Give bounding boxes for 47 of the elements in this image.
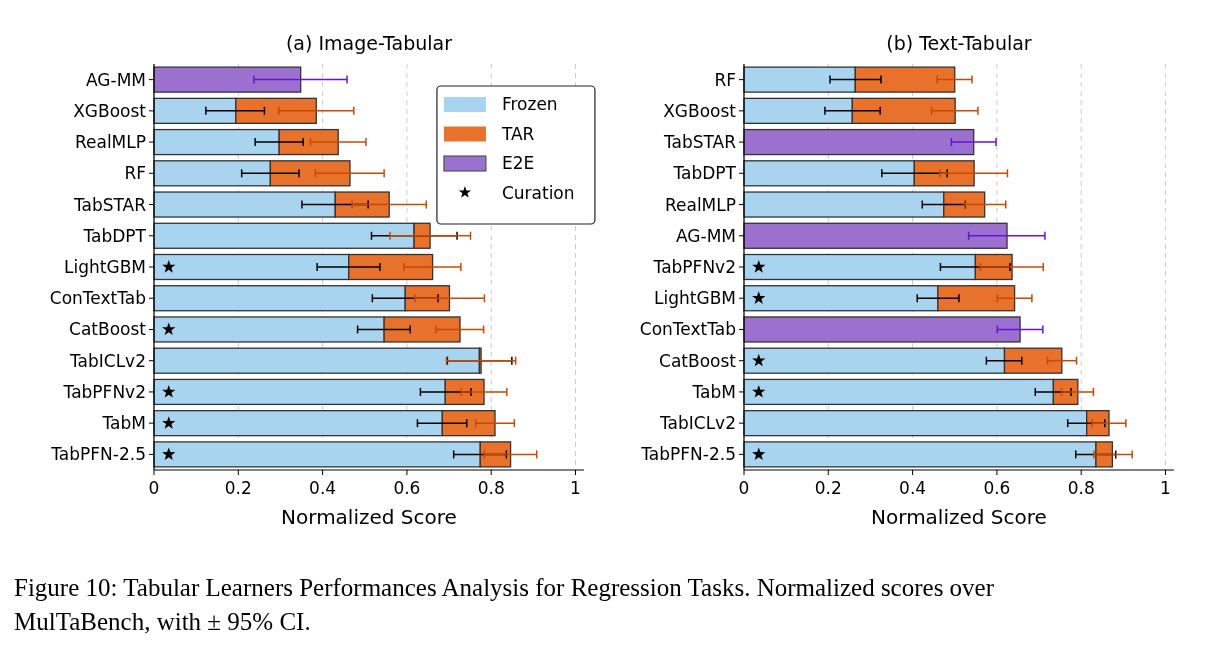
y-tick-label: TabDPT: [672, 163, 737, 184]
y-tick-label: TabSTAR: [662, 132, 737, 153]
y-tick-label: RealMLP: [74, 132, 146, 153]
y-tick-label: CatBoost: [69, 319, 147, 340]
y-tick-label: TabPFNv2: [652, 257, 736, 277]
y-tick-label: TabM: [691, 381, 736, 402]
x-tick-label: 0.8: [477, 478, 505, 498]
x-tick-label: 0.2: [224, 478, 252, 498]
y-tick-label: ConTextTab: [49, 288, 146, 309]
x-tick-label: 0.2: [814, 478, 842, 498]
chart-title: (b) Text-Tabular: [886, 32, 1032, 54]
x-axis-title: Normalized Score: [281, 505, 457, 529]
legend-label: E2E: [501, 153, 535, 173]
x-axis-title: Normalized Score: [871, 505, 1047, 529]
y-tick-label: TabDPT: [82, 225, 147, 246]
legend-label: Curation: [501, 182, 575, 203]
y-tick-label: RF: [714, 69, 736, 90]
x-tick-label: 0: [738, 478, 750, 498]
legend-label: Frozen: [501, 94, 558, 114]
y-tick-label: XGBoost: [73, 100, 147, 121]
x-tick-label: 0.4: [309, 478, 337, 498]
chart-title: (a) Image-Tabular: [285, 32, 453, 54]
x-tick-label: 0: [148, 478, 160, 498]
y-tick-label: TabPFN-2.5: [50, 444, 146, 465]
y-tick-label: XGBoost: [663, 100, 737, 121]
x-tick-label: 0.6: [393, 478, 421, 498]
y-tick-label: TabICLv2: [658, 413, 736, 434]
y-tick-label: CatBoost: [659, 350, 737, 371]
y-tick-label: AG-MM: [86, 69, 146, 90]
x-tick-label: 0.8: [1067, 478, 1095, 498]
caption: Figure 10: Tabular Learners Performances Analysis for Regression Tasks. Normalized scores over MulTaBench, with ± 95% CI.: [14, 574, 995, 635]
y-tick-label: TabPFNv2: [62, 381, 146, 402]
x-tick-label: 1: [570, 478, 581, 498]
y-tick-label: TabICLv2: [68, 350, 146, 371]
y-tick-label: LightGBM: [654, 288, 736, 309]
y-tick-label: LightGBM: [64, 257, 146, 277]
y-tick-label: TabM: [101, 413, 146, 434]
y-tick-label: TabSTAR: [72, 194, 147, 215]
x-tick-label: 1: [1160, 478, 1171, 498]
y-tick-label: RF: [124, 163, 146, 184]
x-tick-label: 0.6: [983, 478, 1011, 498]
y-tick-label: TabPFN-2.5: [640, 444, 736, 465]
y-tick-label: RealMLP: [664, 194, 736, 215]
y-tick-label: AG-MM: [676, 225, 736, 246]
x-tick-label: 0.4: [899, 478, 927, 498]
legend-label: TAR: [500, 123, 535, 144]
y-tick-label: ConTextTab: [639, 319, 736, 340]
